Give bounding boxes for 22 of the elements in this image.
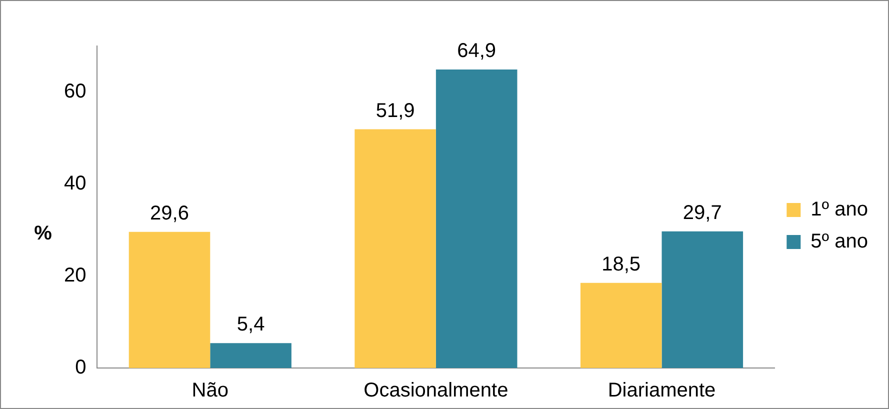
data-label: 18,5 xyxy=(602,253,641,276)
legend-label: 5º ano xyxy=(810,230,868,253)
data-label: 29,6 xyxy=(150,202,189,224)
y-axis-title: % xyxy=(34,222,52,245)
data-label: 64,9 xyxy=(457,40,496,62)
y-tick-label: 60 xyxy=(64,80,86,103)
y-tick-label: 0 xyxy=(75,356,86,379)
x-tick-label: Ocasionalmente xyxy=(364,380,508,402)
bar xyxy=(354,129,436,368)
y-tick-label: 20 xyxy=(64,264,86,287)
bar xyxy=(128,232,210,368)
data-label: 5,4 xyxy=(236,314,265,336)
bar xyxy=(436,69,518,368)
x-tick-label: Diariamente xyxy=(608,380,716,402)
x-tick-label: Não xyxy=(192,380,228,402)
data-label: 29,7 xyxy=(682,202,722,224)
y-tick-label: 40 xyxy=(64,172,86,195)
bar xyxy=(662,231,744,368)
bar xyxy=(580,282,662,368)
bar xyxy=(210,343,292,368)
data-label: 51,9 xyxy=(376,100,415,122)
legend-label: 1º ano xyxy=(810,198,868,221)
